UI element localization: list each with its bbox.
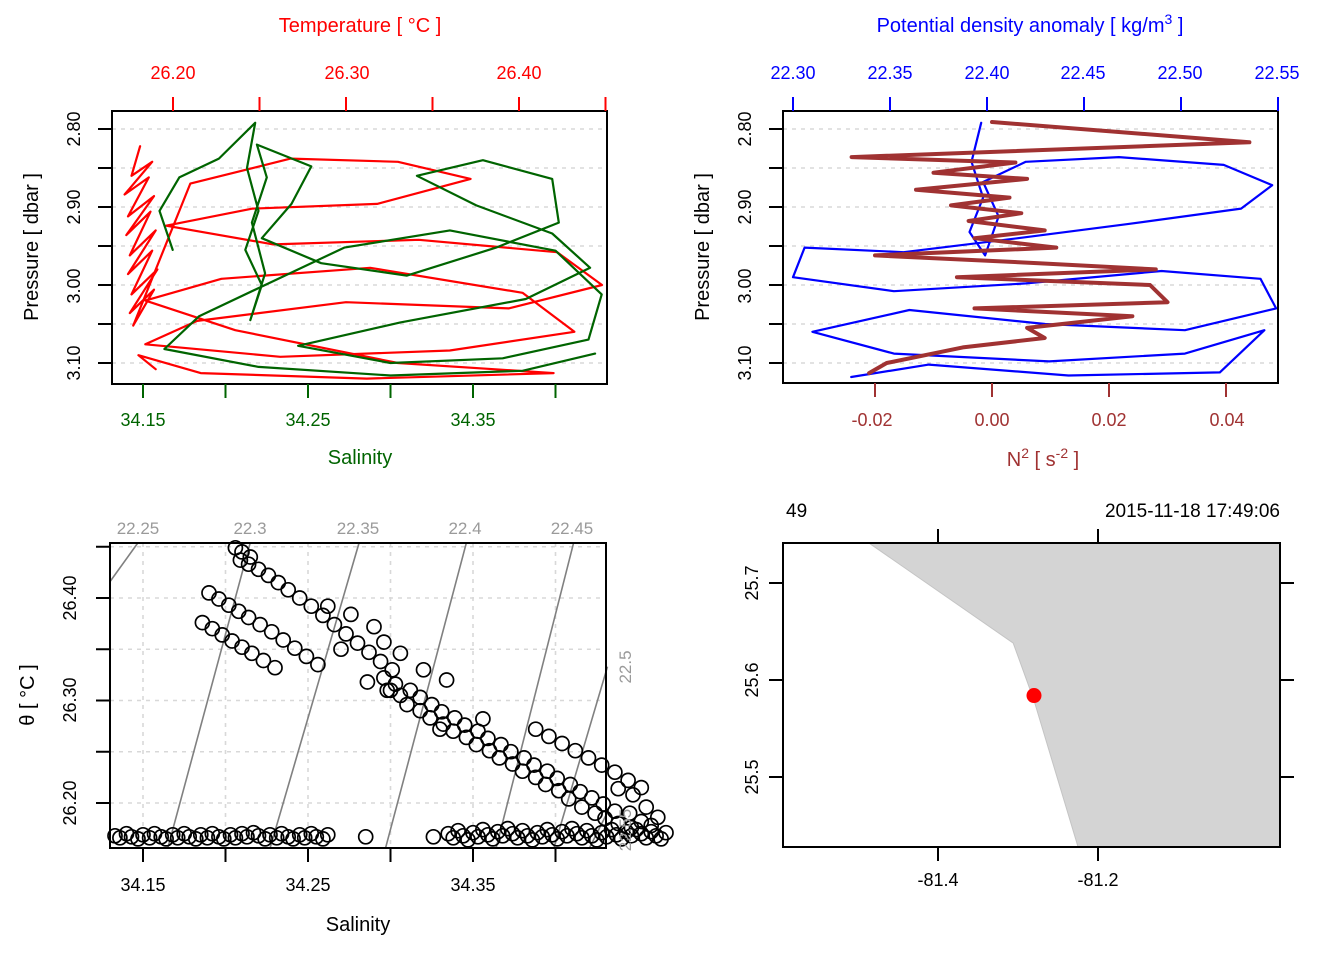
theta-axis-title: θ [ °C ] [17,664,39,725]
salinity-tick-label: 34.15 [120,875,165,895]
density-tick-label: 22.45 [1060,63,1105,83]
station-number: 49 [786,501,807,522]
n2-tick-label: 0.00 [974,410,1009,430]
n2-curve [849,120,1252,376]
panel-station-map [769,529,1294,861]
isopycnal-line [109,542,139,583]
density-title-end: ] [1172,15,1183,37]
longitude-tick-label: -81.4 [917,870,958,890]
density-title-main: Potential density anomaly [ kg/m [877,15,1165,37]
temp-tick-label: 26.30 [324,63,369,83]
latitude-tick-label: 25.5 [742,759,762,794]
salinity-tick-label: 34.25 [285,875,330,895]
salinity-tick-label: 34.15 [120,410,165,430]
panel-border [782,542,1281,848]
labels-layer: Temperature [ °C ] 26.20 26.30 26.40 34.… [17,11,1300,936]
isopycnal-label: 22.3 [233,519,266,538]
n2-title-main: N [1007,449,1021,471]
theta-tick-label: 26.20 [60,780,80,825]
latitude-tick-label: 25.6 [742,662,762,697]
pressure-axis-title: Pressure [ dbar ] [21,173,43,321]
isopycnal-line [269,542,360,849]
longitude-tick-label: -81.2 [1077,870,1118,890]
isopycnal-line [384,542,468,849]
n2-tick-label: 0.04 [1209,410,1244,430]
latitude-tick-label: 25.7 [742,565,762,600]
station-timestamp: 2015-11-18 17:49:06 [1105,501,1280,522]
salinity-axis-title: Salinity [328,447,392,469]
isopycnal-line [553,666,609,849]
temp-tick-label: 26.40 [496,63,541,83]
pressure-tick-label: 2.90 [64,189,84,224]
n2-tick-label: -0.02 [851,410,892,430]
density-tick-label: 22.30 [770,63,815,83]
isopycnal-label: 22.25 [117,519,160,538]
density-tick-label: 22.50 [1157,63,1202,83]
temperature-curve [123,145,604,380]
isopycnal-label: 22.45 [551,519,594,538]
land-polygon [867,542,1281,848]
panel-temp-sal-profile [98,97,608,398]
density-tick-label: 22.35 [867,63,912,83]
station-marker [1026,688,1042,704]
salinity-curve [158,121,603,377]
pressure-axis-title: Pressure [ dbar ] [692,173,714,321]
density-title-sup: 3 [1165,11,1173,27]
salinity-axis-title: Salinity [326,914,390,936]
panel-border [109,542,607,849]
pressure-tick-label: 2.80 [735,111,755,146]
isopycnal-line [495,542,575,849]
pressure-tick-label: 3.00 [64,268,84,303]
panel-ts-diagram [96,539,674,862]
n2-title-sup2: -2 [1056,445,1069,461]
panel-density-n2-profile [769,97,1279,397]
isopycnal-line [166,542,252,849]
temp-tick-label: 26.20 [150,63,195,83]
pressure-tick-label: 2.90 [735,189,755,224]
isopycnal-label: 22.35 [337,519,380,538]
isopycnal-label: 22.55 [616,809,635,852]
pressure-tick-label: 2.80 [64,111,84,146]
ts-scatter [107,539,674,848]
density-tick-label: 22.55 [1254,63,1299,83]
pressure-tick-label: 3.10 [735,345,755,380]
salinity-tick-label: 34.25 [285,410,330,430]
pressure-tick-label: 3.10 [64,345,84,380]
temperature-axis-title: Temperature [ °C ] [279,15,442,37]
n2-title-mid: [ s [1029,449,1056,471]
salinity-tick-label: 34.35 [450,410,495,430]
panel-border [111,110,608,385]
pressure-tick-label: 3.00 [735,268,755,303]
theta-tick-label: 26.40 [60,575,80,620]
density-tick-label: 22.40 [964,63,1009,83]
n2-title-end: ] [1068,449,1079,471]
theta-tick-label: 26.30 [60,677,80,722]
isopycnal-label: 22.5 [616,650,635,683]
n2-title-sup: 2 [1021,445,1029,461]
salinity-tick-label: 34.35 [450,875,495,895]
density-axis-title: Potential density anomaly [ kg/m3 ] [877,11,1184,37]
n2-axis-title: N2 [ s-2 ] [1007,445,1080,471]
isopycnal-label: 22.4 [448,519,481,538]
n2-tick-label: 0.02 [1091,410,1126,430]
